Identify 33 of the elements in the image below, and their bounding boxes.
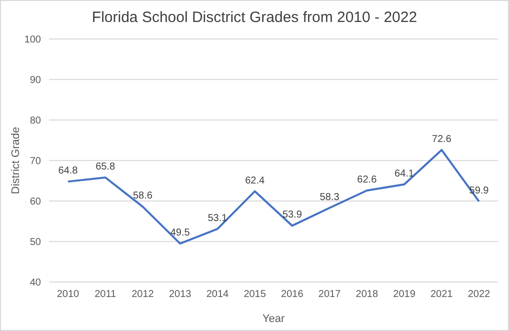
x-tick-label: 2019 <box>393 289 416 300</box>
y-tick-label: 70 <box>30 156 42 168</box>
x-axis-title: Year <box>262 313 285 325</box>
x-tick-label: 2017 <box>318 289 342 300</box>
y-tick-label: 50 <box>30 237 42 248</box>
data-label: 49.5 <box>170 228 190 239</box>
x-tick-label: 2010 <box>56 289 80 300</box>
y-tick-label: 80 <box>30 116 42 127</box>
x-tick-label: 2022 <box>468 289 491 300</box>
x-tick-label: 2013 <box>168 289 192 300</box>
y-axis-title: District Grade <box>10 126 22 194</box>
x-tick-label: 2015 <box>244 289 266 300</box>
x-tick-label: 2014 <box>206 289 230 300</box>
chart-title: Florida School Disctrict Grades from 2010 - 2022 <box>90 9 418 26</box>
x-tick-label: 2021 <box>430 289 454 300</box>
data-label: 53.1 <box>208 212 228 224</box>
data-label: 62.4 <box>245 175 265 186</box>
data-label: 65.8 <box>96 162 116 173</box>
data-label: 62.6 <box>357 174 378 186</box>
y-tick-label: 60 <box>30 196 42 208</box>
data-label: 72.6 <box>432 134 452 145</box>
data-label: 58.6 <box>132 190 153 202</box>
x-tick-label: 2018 <box>356 289 378 300</box>
x-tick-label: 2011 <box>94 289 117 300</box>
y-tick-label: 100 <box>24 34 42 46</box>
data-label: 58.3 <box>320 192 340 203</box>
data-label: 53.9 <box>282 210 302 221</box>
y-tick-label: 90 <box>30 75 42 86</box>
data-label: 64.8 <box>58 166 78 177</box>
x-tick-label: 2016 <box>281 289 304 300</box>
x-tick-label: 2012 <box>132 289 154 300</box>
y-tick-label: 40 <box>30 278 42 289</box>
data-label: 64.1 <box>394 168 414 180</box>
